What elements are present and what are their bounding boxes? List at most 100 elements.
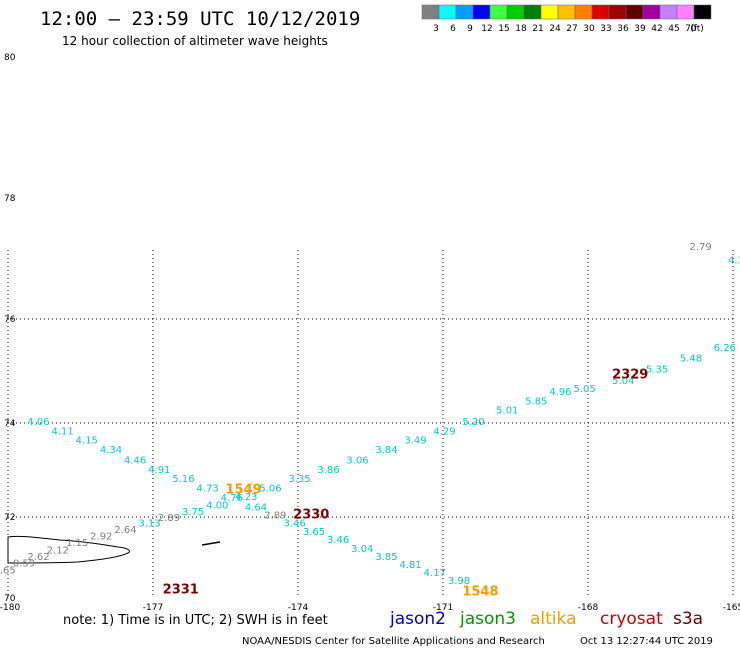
satellite-name: jason3 — [459, 609, 516, 629]
legend-swatch — [489, 4, 508, 20]
pass-label: 1548 — [462, 585, 498, 600]
wave-height-value: 4.15 — [76, 436, 98, 447]
wave-height-value: 3.06 — [346, 455, 368, 466]
wave-height-value: 2.79 — [690, 242, 712, 253]
wave-height-value: 4.81 — [400, 560, 422, 571]
wave-height-value: 4.11 — [52, 426, 74, 437]
legend-label: 3 — [433, 24, 439, 34]
legend-label: 30 — [583, 24, 595, 34]
legend-label: 27 — [566, 24, 577, 34]
legend-label: 21 — [532, 24, 543, 34]
wave-height-value: 4.17 — [424, 568, 446, 579]
wave-height-value: 3.04 — [351, 544, 373, 555]
latitude-label: 76 — [4, 315, 16, 325]
legend-swatch — [540, 4, 559, 20]
legend-swatch — [574, 4, 593, 20]
legend-label: 24 — [549, 24, 561, 34]
wave-height-value: 5.48 — [680, 354, 702, 365]
legend-swatch — [608, 4, 627, 20]
wave-height-value: 3.86 — [317, 465, 339, 476]
units-note: note: 1) Time is in UTC; 2) SWH is in fe… — [63, 613, 328, 628]
wave-height-value: 3.65 — [303, 527, 325, 538]
wave-height-value: 3.75 — [182, 507, 204, 518]
wave-height-value: 3.13 — [139, 519, 161, 530]
longitude-label: -174 — [288, 603, 309, 613]
wave-height-value: 5.35 — [646, 365, 668, 376]
coastline — [7, 535, 221, 564]
legend-label: 45 — [668, 24, 679, 34]
satellite-name: s3a — [673, 609, 703, 629]
wave-height-value: 4.06 — [27, 417, 49, 428]
longitude-label: -171 — [433, 603, 453, 613]
wave-height-value: 0.59 — [13, 558, 35, 569]
wave-height-value: 2.12 — [47, 545, 69, 556]
wave-height-value: 1.15 — [66, 538, 88, 549]
longitude-label: -168 — [578, 603, 599, 613]
page-subtitle: 12 hour collection of altimeter wave hei… — [62, 34, 328, 48]
wave-height-value: 5.05 — [574, 384, 596, 395]
wave-height-value: 4.29 — [433, 426, 455, 437]
wave-height-value: 2.65 — [0, 566, 16, 577]
legend-swatch — [676, 4, 695, 20]
wave-height-value: 4.34 — [100, 445, 122, 456]
latitude-label: 78 — [4, 194, 16, 204]
legend-label: 70 — [685, 24, 697, 34]
pass-label: 2329 — [612, 367, 648, 382]
map-grid — [7, 250, 734, 598]
legend-label: 42 — [651, 24, 662, 34]
wave-height-value: 4.91 — [148, 465, 170, 476]
footer-credit: NOAA/NESDIS Center for Satellite Applica… — [242, 636, 545, 647]
wave-height-value: 4.23 — [235, 492, 257, 503]
wave-height-value: 4.35 — [728, 255, 740, 266]
legend-label: 18 — [515, 24, 527, 34]
wave-height-value: 3.46 — [284, 519, 306, 530]
legend-swatch — [659, 4, 678, 20]
legend-label: 39 — [634, 24, 646, 34]
wave-height-value: 3.46 — [327, 535, 349, 546]
pass-label: 2330 — [293, 508, 329, 523]
satellite-name: jason2 — [389, 609, 446, 629]
wave-height-value: 2.92 — [90, 532, 112, 543]
page-title: 12:00 – 23:59 UTC 10/12/2019 — [40, 8, 360, 30]
legend-label: 12 — [481, 24, 492, 34]
latitude-label: 80 — [4, 53, 16, 63]
wave-height-value: 6.26 — [714, 343, 736, 354]
wave-height-value: 5.01 — [496, 406, 518, 417]
latitude-label: 72 — [4, 513, 15, 523]
legend-label: (ft) — [690, 24, 704, 34]
wave-height-value: 3.85 — [375, 552, 397, 563]
legend-swatch — [506, 4, 525, 20]
wave-height-value: 4.00 — [206, 501, 228, 512]
wave-height-value: 3.84 — [375, 445, 397, 456]
color-legend: 3 6 9 12 15 18 21 24 27 30 33 36 39 42 45 70(ft) — [421, 4, 712, 34]
wave-height-value: 2.89 — [264, 511, 286, 522]
wave-height-value: 4.64 — [245, 502, 267, 513]
latitude-label: 70 — [4, 594, 16, 604]
legend-swatch — [642, 4, 661, 20]
wave-height-value: 2.64 — [114, 525, 136, 536]
latitude-labels: 80 78 76 74 72 70 — [4, 53, 16, 604]
legend-label: 33 — [600, 24, 611, 34]
legend-swatch — [438, 4, 457, 20]
latitude-label: 74 — [4, 419, 16, 429]
legend-swatch — [557, 4, 576, 20]
satellite-name: altika — [530, 609, 577, 629]
longitude-label: -177 — [143, 603, 163, 613]
legend-swatch — [693, 4, 712, 20]
wave-height-value: 3.35 — [288, 474, 310, 485]
legend-label: 15 — [498, 24, 509, 34]
pass-labels: 1549 2330 2329 2331 1548 — [163, 367, 649, 599]
wave-height-value: 5.20 — [462, 417, 484, 428]
wave-height-value: 2.62 — [27, 552, 49, 563]
legend-label: 6 — [450, 24, 456, 34]
satellite-legend: jason2 jason3 altika cryosat s3a — [389, 609, 703, 629]
wave-height-value: 4.96 — [549, 387, 571, 398]
wave-height-value: 4.73 — [197, 484, 219, 495]
longitude-label: -165 — [723, 603, 740, 613]
legend-swatch — [625, 4, 644, 20]
wave-height-value: 5.04 — [612, 376, 634, 387]
legend-swatch — [455, 4, 474, 20]
legend-label: 9 — [467, 24, 473, 34]
pass-label: 1549 — [226, 483, 262, 498]
